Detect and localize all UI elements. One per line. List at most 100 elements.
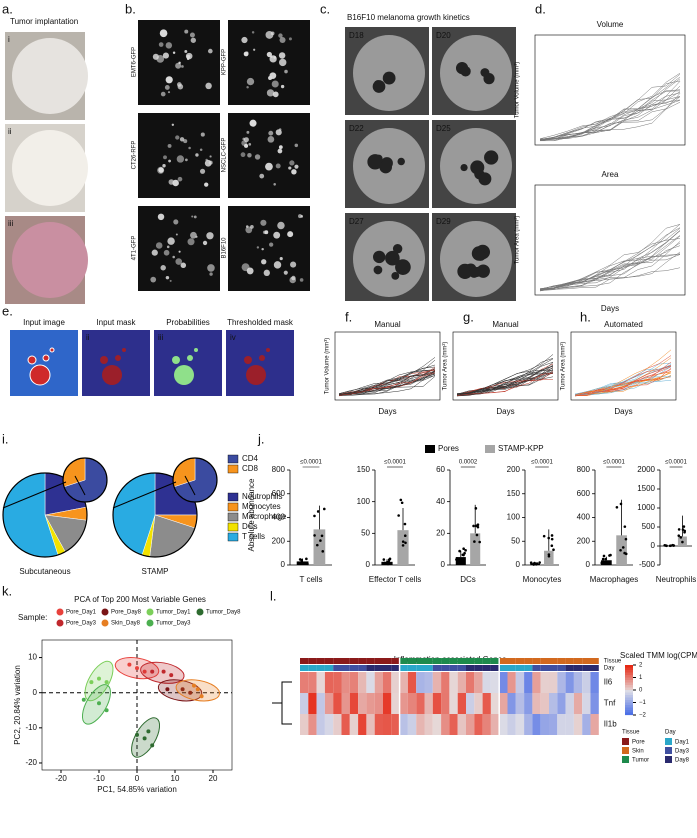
chart-title: Area	[602, 170, 619, 179]
legend-swatch	[227, 454, 239, 464]
spot	[280, 84, 285, 89]
day-track	[590, 665, 599, 671]
image	[226, 330, 294, 396]
y-tick-label: 50	[511, 536, 520, 545]
image-title: Thresholded mask	[227, 318, 294, 327]
tissue-track	[540, 658, 549, 664]
point	[104, 680, 109, 685]
panel-label: j.	[257, 431, 265, 446]
tissue-track	[324, 658, 334, 664]
spot	[261, 259, 267, 265]
day-track	[549, 665, 558, 671]
heat-cell	[490, 714, 500, 735]
legend-swatch	[622, 738, 629, 745]
heat-cell	[549, 672, 558, 693]
micrograph	[138, 206, 220, 291]
spot	[253, 48, 256, 51]
heat-cell	[341, 714, 350, 735]
day-track	[490, 665, 500, 671]
spot	[289, 160, 295, 166]
spot	[294, 143, 299, 148]
legend-label: Neutrophils	[242, 492, 282, 501]
point	[455, 557, 459, 560]
spot	[275, 163, 281, 169]
y-tick-label: 0	[281, 560, 286, 569]
spot	[158, 167, 164, 173]
tissue-track	[308, 658, 317, 664]
tumor	[372, 80, 386, 93]
point	[478, 540, 481, 544]
legend-swatch	[146, 608, 154, 616]
spot	[288, 166, 292, 170]
point	[97, 701, 101, 706]
day-track	[482, 665, 491, 671]
panel-label: e.	[2, 303, 13, 318]
image-label: NSCLC-GFP	[222, 138, 228, 173]
tissue-track	[507, 658, 516, 664]
day-track	[333, 665, 342, 671]
trace	[539, 228, 681, 291]
spot	[165, 76, 173, 84]
legend-label: CD4	[242, 454, 259, 463]
spot	[248, 143, 252, 146]
tumor	[395, 259, 411, 275]
legend-swatch	[56, 619, 64, 627]
heat-cell	[416, 672, 425, 693]
tumor	[478, 172, 492, 186]
heat-cell	[565, 672, 574, 693]
heat-cell	[490, 672, 500, 693]
heat-cell	[424, 672, 433, 693]
point	[552, 548, 555, 551]
point	[677, 534, 681, 537]
spot	[155, 242, 163, 249]
image	[10, 330, 78, 396]
chart-title: PCA of Top 200 Most Variable Genes	[74, 595, 206, 604]
micrograph	[228, 206, 310, 291]
spot	[189, 32, 195, 38]
heat-cell	[482, 672, 491, 693]
legend-label: Tumor_Day8	[206, 610, 241, 616]
image-title: Probabilities	[166, 318, 210, 327]
heat-cell	[324, 672, 334, 693]
tumor	[391, 271, 400, 280]
y-label: Tumor Area (mm²)	[561, 342, 567, 391]
trace	[574, 361, 672, 397]
tissue-track	[341, 658, 350, 664]
heat-cell	[582, 693, 591, 714]
heat-cell	[474, 672, 483, 693]
spot	[247, 153, 252, 158]
point	[135, 732, 139, 737]
legend-swatch	[101, 608, 109, 616]
legend-label: Pore_Day8	[111, 610, 142, 616]
heat-cell	[432, 693, 442, 714]
legend-swatch	[665, 747, 672, 754]
y-tick-label: 0	[366, 560, 371, 569]
dendrogram	[272, 681, 292, 725]
point	[97, 676, 101, 681]
point	[188, 690, 193, 695]
tumor	[397, 157, 405, 166]
tissue-track	[366, 658, 375, 664]
point	[474, 507, 478, 510]
image-label: EMT6-GFP	[132, 47, 138, 77]
heat-cell	[532, 693, 541, 714]
day-track	[524, 665, 533, 671]
trace	[338, 357, 436, 396]
legend-label: Tumor_Day3	[156, 621, 191, 627]
tissue-track	[590, 658, 599, 664]
day-track	[457, 665, 466, 671]
panel-label: c.	[320, 1, 330, 16]
heat-cell	[441, 672, 450, 693]
legend-swatch	[665, 738, 672, 745]
legend-label: Day8	[675, 758, 690, 764]
point	[530, 562, 533, 565]
tumor	[457, 263, 473, 279]
tumor	[460, 66, 471, 77]
plot-frame	[334, 331, 441, 401]
colorbar-label: 0	[639, 688, 643, 694]
spot	[172, 179, 179, 187]
spot	[291, 275, 296, 281]
heat-cell	[474, 693, 483, 714]
point	[403, 522, 407, 526]
y-label: Tumor Volume (mm³)	[325, 338, 331, 394]
